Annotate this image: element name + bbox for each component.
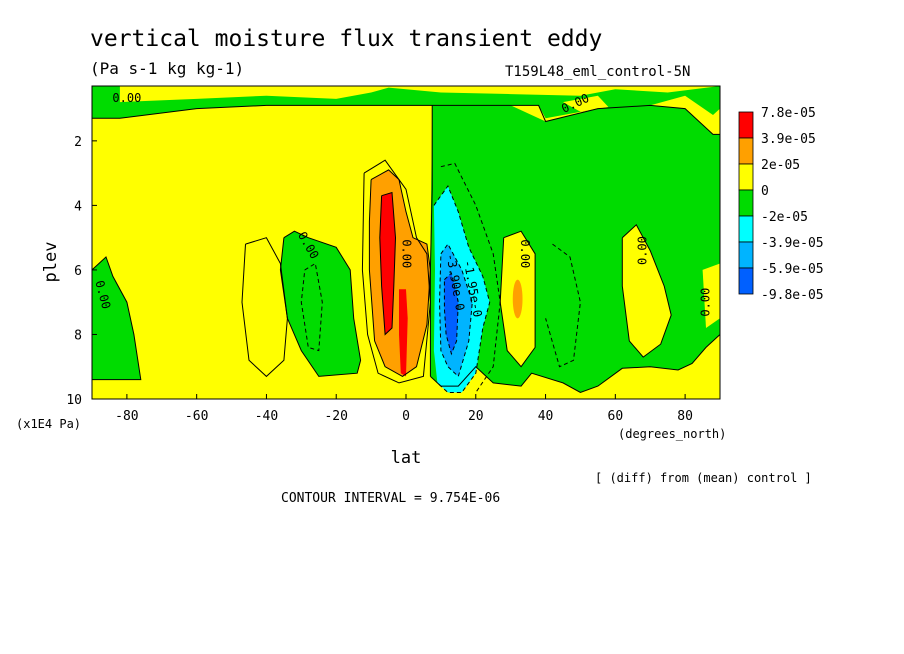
x-tick-label: 20 xyxy=(468,409,484,424)
x-axis-label: lat xyxy=(391,448,422,468)
zero-contour-equator xyxy=(429,105,433,377)
legend-label: 0 xyxy=(761,184,769,199)
green-region-top xyxy=(92,86,720,119)
contour-label: 0.00 xyxy=(636,236,650,265)
x-tick-label: 80 xyxy=(677,409,693,424)
pos-contour-red xyxy=(379,191,397,336)
y-tick-label: 10 xyxy=(66,393,82,408)
x-axis-units: (degrees_north) xyxy=(618,427,726,441)
zero-contour-65n xyxy=(621,223,672,358)
y-tick-label: 4 xyxy=(74,199,82,214)
legend-label: 2e-05 xyxy=(761,158,800,173)
zero-contour-bottom xyxy=(430,334,721,394)
y-tick-label: 6 xyxy=(74,264,82,279)
neg-contour-cyan xyxy=(433,184,491,393)
pos-contour-orange xyxy=(368,169,431,377)
x-tick-label: 60 xyxy=(608,409,624,424)
y-axis: 2 4 6 8 10 xyxy=(66,135,97,408)
x-tick-label: -20 xyxy=(324,409,347,424)
yellow-island-top xyxy=(563,95,609,112)
neg-contour-blue xyxy=(443,272,459,356)
red-core-upper xyxy=(379,192,396,335)
zero-contour-sp xyxy=(91,256,142,381)
legend-swatch xyxy=(738,163,754,191)
x-tick-label: 0 xyxy=(402,409,410,424)
contour-label: 0.00 xyxy=(518,239,532,268)
neg-contour-28s xyxy=(300,262,323,352)
run-label: T159L48_eml_control-5N xyxy=(505,64,690,80)
legend-swatch xyxy=(738,267,754,295)
color-legend: 7.8e-05 3.9e-05 2e-05 0 -2e-05 -3.9e-05 -5.9e-… xyxy=(738,106,824,303)
contour-label: 0.00 xyxy=(699,288,713,317)
contour-interval: CONTOUR INTERVAL = 9.754E-06 xyxy=(281,491,500,506)
legend-swatch xyxy=(738,137,754,165)
legend-label: 7.8e-05 xyxy=(761,106,816,121)
legend-label: -5.9e-05 xyxy=(761,262,824,277)
chart-units: (Pa s-1 kg kg-1) xyxy=(90,59,244,78)
chart-title: vertical moisture flux transient eddy xyxy=(90,26,602,52)
legend-swatch xyxy=(738,215,754,243)
legend-label: 3.9e-05 xyxy=(761,132,816,147)
y-tick-label: 8 xyxy=(74,328,82,343)
green-region-sp xyxy=(92,257,141,380)
x-tick-label: 40 xyxy=(538,409,554,424)
contour-lines xyxy=(91,104,721,394)
x-tick-label: -40 xyxy=(255,409,278,424)
y-axis-label: plev xyxy=(41,242,61,283)
legend-swatch xyxy=(738,241,754,269)
legend-label: -3.9e-05 xyxy=(761,236,824,251)
legend-label: -9.8e-05 xyxy=(761,288,824,303)
yellow-island-65n xyxy=(622,224,672,358)
y-tick-label: 2 xyxy=(74,135,82,150)
zero-contour-top xyxy=(92,104,720,135)
zero-contour-30n xyxy=(499,230,536,368)
diff-note: [ (diff) from (mean) control ] xyxy=(595,471,812,485)
x-tick-label: -60 xyxy=(185,409,208,424)
plot-area: 0.000.000.000.000.00 0.000.00-1.95e-0-3.9… xyxy=(91,85,721,400)
yellow-island-88n xyxy=(702,263,720,328)
pos-contour-outer xyxy=(361,159,431,384)
x-axis: -80 -60 -40 -20 0 20 40 60 80 xyxy=(115,394,693,424)
x-tick-label: -80 xyxy=(115,409,138,424)
y-axis-units: (x1E4 Pa) xyxy=(16,417,81,431)
pos-contour-40s xyxy=(241,237,288,378)
neg-contour-45n xyxy=(545,243,581,368)
green-region-sh-mid xyxy=(280,231,361,377)
contour-label: 0.00 xyxy=(112,91,141,105)
contour-label: 0.00 xyxy=(400,239,414,268)
orange-blob-30n xyxy=(512,279,523,319)
red-core-lower xyxy=(399,289,408,377)
blue-negative-core xyxy=(444,273,459,354)
legend-swatch xyxy=(738,189,754,217)
neg-contour-outer xyxy=(440,162,501,393)
legend-swatch xyxy=(738,111,754,139)
legend-label: -2e-05 xyxy=(761,210,808,225)
